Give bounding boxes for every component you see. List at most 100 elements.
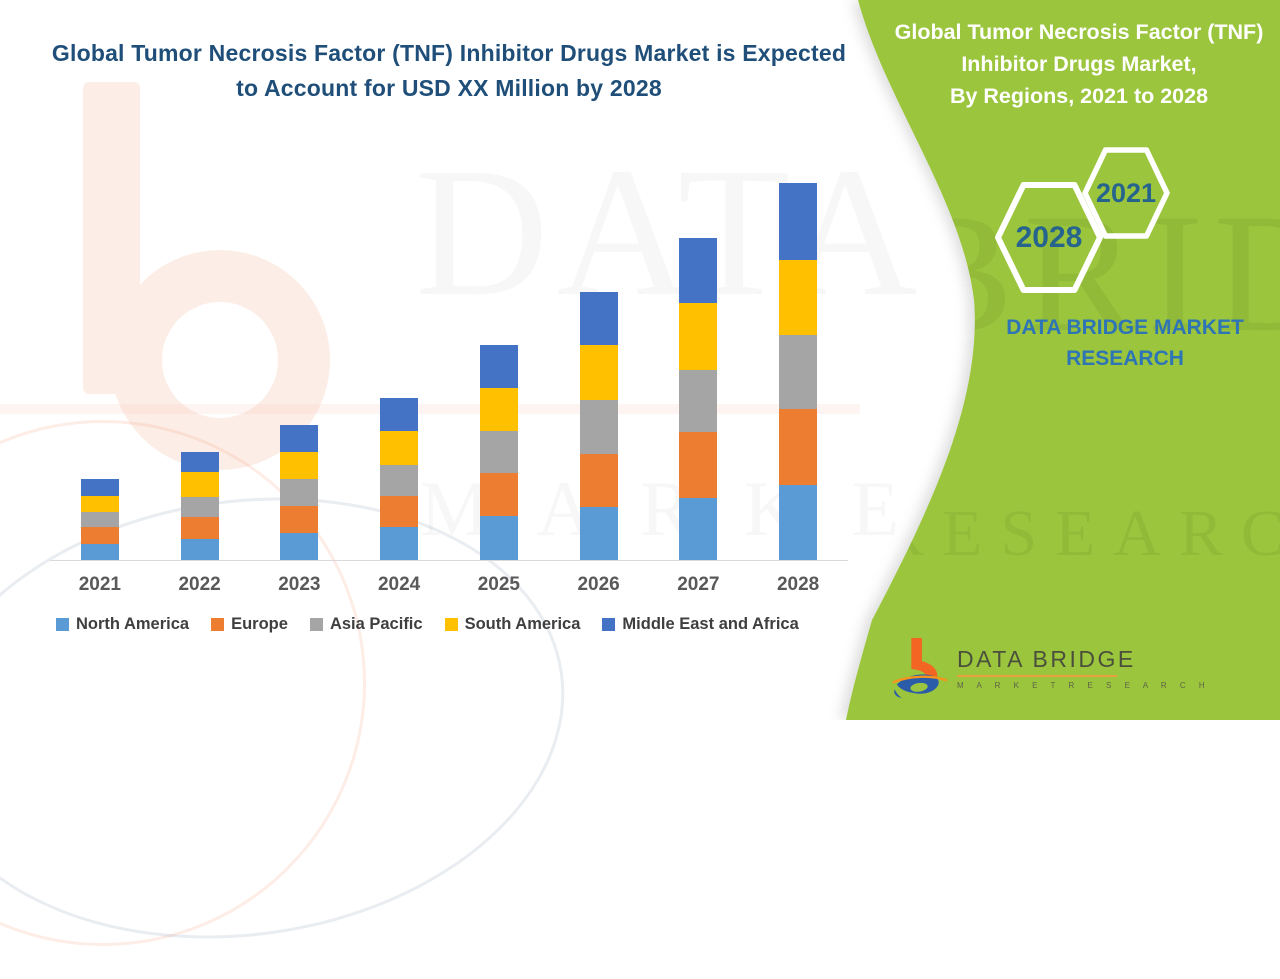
plot-area (50, 183, 848, 560)
bar-segment-north-america (579, 507, 618, 560)
legend-swatch (602, 618, 616, 631)
bar-column-2021 (80, 479, 119, 560)
brand-caption-line2: RESEARCH (1066, 347, 1184, 370)
legend-swatch (211, 618, 225, 631)
bar-segment-asia-pacific (579, 400, 618, 454)
bar-segment-south-america (380, 431, 419, 465)
side-panel-shape (846, 0, 1280, 720)
x-axis-label-2027: 2027 (677, 574, 720, 595)
footer-logo-rule (957, 675, 1117, 677)
x-axis-label-2025: 2025 (477, 574, 521, 595)
legend-label: Asia Pacific (329, 615, 423, 633)
legend-label: Middle East and Africa (622, 615, 799, 633)
side-panel-title-line1: Global Tumor Necrosis Factor (TNF) (894, 20, 1264, 44)
brand-caption: DATA BRIDGE MARKET RESEARCH (955, 312, 1280, 374)
bar-segment-middle-east-and-africa (679, 238, 718, 303)
bar-segment-south-america (280, 452, 319, 479)
watermark-pink-band (0, 404, 860, 414)
x-axis-label-2022: 2022 (178, 574, 221, 595)
bar-segment-asia-pacific (80, 512, 119, 527)
bar-segment-south-america (180, 472, 219, 497)
x-axis-label-2024: 2024 (377, 574, 421, 595)
x-axis-label-2021: 2021 (78, 574, 122, 595)
bar-segment-north-america (380, 527, 419, 560)
legend: North America Europe Asia Pacific South Ame… (56, 615, 856, 634)
side-panel-title-line2: Inhibitor Drugs Market, (961, 52, 1197, 76)
bar-segment-north-america (479, 516, 518, 560)
legend-swatch (56, 618, 69, 631)
x-axis-labels: 2021 2022 2023 2024 2025 2026 2027 2028 (50, 574, 848, 596)
footer-logo-title: DATA BRIDGE (957, 646, 1136, 672)
legend-label: Europe (231, 615, 288, 633)
bar-segment-asia-pacific (180, 497, 219, 517)
legend-item-asia-pacific: Asia Pacific (309, 615, 423, 634)
bar-segment-north-america (180, 539, 219, 560)
footer-logo-subtitle: M A R K E T R E S E A R C H (957, 681, 1211, 690)
bar-segment-europe (80, 527, 119, 544)
bar-segment-north-america (679, 498, 718, 560)
bar-segment-middle-east-and-africa (80, 479, 119, 496)
legend-item-north-america: North America (56, 615, 189, 634)
x-axis-label-2026: 2026 (577, 574, 620, 595)
panel-watermark-research: RESEARCH (880, 497, 1280, 570)
chart-title-line1: Global Tumor Necrosis Factor (TNF) Inhib… (51, 40, 847, 66)
bar-segment-south-america (679, 303, 718, 370)
hexagon-year-2028: 2028 (1015, 220, 1083, 254)
bar-segment-europe (479, 473, 518, 516)
legend-label: North America (76, 615, 190, 633)
bar-segment-north-america (779, 485, 818, 560)
bar-segment-europe (679, 432, 718, 498)
bar-segment-middle-east-and-africa (280, 425, 319, 452)
bar-segment-asia-pacific (679, 370, 718, 432)
bar-column-2023 (280, 425, 319, 560)
bar-segment-asia-pacific (779, 335, 818, 409)
x-axis-label-2028: 2028 (776, 574, 820, 595)
hexagon-2021-outline (1082, 147, 1170, 239)
x-axis-line (50, 560, 848, 561)
legend-label: South America (464, 615, 581, 633)
bar-segment-asia-pacific (280, 479, 319, 506)
legend-swatch (309, 618, 323, 631)
chart-title: Global Tumor Necrosis Factor (TNF) Inhib… (38, 36, 860, 106)
hexagon-year-2021: 2021 (1095, 177, 1157, 208)
bar-segment-europe (280, 506, 319, 533)
bar-segment-south-america (479, 388, 518, 431)
bar-segment-europe (180, 517, 219, 539)
bar-column-2027 (679, 238, 718, 560)
legend-item-south-america: South America (444, 615, 581, 634)
legend-item-middle-east-and-africa: Middle East and Africa (602, 615, 799, 634)
hexagon-2028-outline (995, 182, 1103, 293)
x-axis-label-2023: 2023 (278, 574, 321, 595)
bar-segment-south-america (579, 345, 618, 400)
data-bridge-logo-icon (892, 638, 948, 698)
bar-segment-europe (579, 454, 618, 507)
side-panel-title: Global Tumor Necrosis Factor (TNF) Inhib… (878, 16, 1280, 112)
bar-segment-asia-pacific (479, 431, 518, 473)
bar-column-2028 (779, 183, 818, 560)
bar-segment-middle-east-and-africa (579, 292, 618, 345)
bar-segment-middle-east-and-africa (779, 183, 818, 260)
bar-column-2025 (479, 345, 518, 560)
bar-segment-middle-east-and-africa (180, 452, 219, 472)
legend-swatch (444, 618, 458, 631)
bar-segment-north-america (280, 533, 319, 560)
bar-segment-middle-east-and-africa (479, 345, 518, 388)
hexagon-badges (0, 0, 1280, 720)
bar-column-2022 (180, 452, 219, 560)
side-panel: BRIDGE RESEARCH (846, 0, 1280, 720)
bar-segment-south-america (80, 496, 119, 512)
side-panel-title-line3: By Regions, 2021 to 2028 (949, 84, 1209, 108)
bar-segment-europe (380, 496, 419, 527)
bar-segment-europe (779, 409, 818, 485)
bar-segment-south-america (779, 260, 818, 335)
bar-segment-asia-pacific (380, 465, 419, 496)
legend-item-europe: Europe (211, 615, 288, 634)
chart-title-line2: to Account for USD XX Million by 2028 (236, 75, 662, 101)
footer-logo: DATA BRIDGE M A R K E T R E S E A R C H (891, 636, 1210, 698)
bar-column-2024 (380, 398, 419, 560)
bar-column-2026 (579, 292, 618, 560)
bar-segment-north-america (80, 544, 119, 560)
bar-segment-middle-east-and-africa (380, 398, 419, 431)
footer-logo-text: DATA BRIDGE M A R K E T R E S E A R C H (957, 646, 1210, 690)
